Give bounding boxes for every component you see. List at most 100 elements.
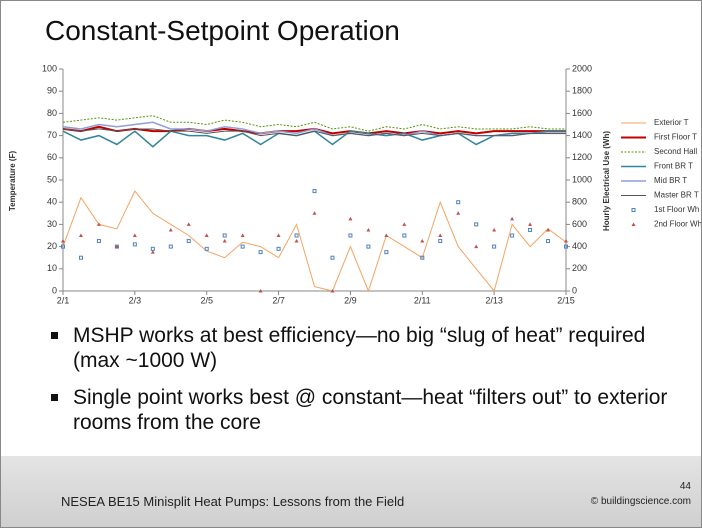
data-point <box>492 244 497 249</box>
data-point <box>420 255 425 260</box>
copyright: © buildingscience.com <box>590 496 691 507</box>
footer-text: NESEA BE15 Minisplit Heat Pumps: Lessons… <box>61 494 405 509</box>
legend-marker <box>631 208 636 212</box>
data-point <box>78 233 83 237</box>
data-point <box>61 244 65 249</box>
data-point <box>222 233 227 238</box>
series-line <box>62 190 567 293</box>
bullet: MSHP works at best efficiency—no big “sl… <box>49 323 679 373</box>
data-point <box>456 200 461 205</box>
data-point <box>420 239 425 243</box>
data-point <box>186 239 191 244</box>
data-point <box>312 211 317 215</box>
data-point <box>330 289 335 293</box>
legend-label: Mid BR T <box>654 176 687 185</box>
data-point <box>528 227 533 232</box>
y2-tick-label: 2000 <box>572 63 592 73</box>
x-tick-label: 2/9 <box>344 295 357 305</box>
data-point <box>294 239 299 243</box>
y2-tick-label: 1600 <box>572 108 592 118</box>
data-point <box>546 239 551 244</box>
data-point <box>150 246 155 251</box>
data-point <box>132 242 137 247</box>
data-point <box>330 255 335 260</box>
x-tick-label: 2/7 <box>272 295 285 305</box>
x-tick-label: 2/3 <box>129 295 142 305</box>
y-tick-label: 50 <box>47 174 57 184</box>
data-point <box>510 216 515 221</box>
x-tick-label: 2/11 <box>414 295 431 305</box>
x-tick-label: 2/1 <box>57 295 70 305</box>
bullet: Single point works best @ constant—heat … <box>49 385 679 435</box>
y2-tick-label: 1200 <box>572 152 592 162</box>
y-tick-label: 30 <box>47 219 57 229</box>
data-point <box>384 250 389 255</box>
legend-label: Master BR T <box>654 191 699 200</box>
data-point <box>114 244 119 249</box>
data-point <box>474 244 479 249</box>
data-point <box>204 246 209 251</box>
y-tick-label: 40 <box>47 197 57 207</box>
y2-tick-label: 1800 <box>572 86 592 96</box>
data-point <box>348 216 353 221</box>
legend-marker <box>631 222 636 226</box>
data-point <box>96 222 101 226</box>
data-point <box>222 239 227 243</box>
y2-tick-label: 1000 <box>572 174 592 184</box>
y-tick-label: 20 <box>47 241 57 251</box>
data-point <box>240 244 245 249</box>
data-point <box>168 244 173 249</box>
y-tick-label: 70 <box>47 130 57 140</box>
data-point <box>258 250 263 255</box>
y2-tick-label: 400 <box>572 241 587 251</box>
series-line <box>62 125 566 135</box>
page-number: 44 <box>679 481 691 492</box>
data-point <box>96 239 101 244</box>
legend-label: 2nd Floor Wh <box>654 220 701 229</box>
data-point <box>402 233 407 238</box>
data-point <box>276 233 281 237</box>
legend-label: 1st Floor Wh <box>654 205 699 214</box>
data-point <box>294 233 299 238</box>
data-point <box>474 222 479 227</box>
series-line <box>62 115 566 132</box>
y2-tick-label: 0 <box>572 285 577 295</box>
y-tick-label: 10 <box>47 263 57 273</box>
slide-title: Constant-Setpoint Operation <box>45 15 400 46</box>
series-line <box>62 130 566 148</box>
data-point <box>384 233 389 237</box>
data-point <box>492 227 497 232</box>
legend-label: Front BR T <box>654 162 693 171</box>
legend-label: First Floor T <box>654 133 697 142</box>
footer: NESEA BE15 Minisplit Heat Pumps: Lessons… <box>1 456 701 527</box>
y2-tick-label: 200 <box>572 263 587 273</box>
data-point <box>546 227 551 232</box>
data-point <box>528 222 533 226</box>
data-point <box>240 233 245 237</box>
data-point <box>204 233 209 237</box>
data-point <box>438 233 443 237</box>
data-point <box>150 250 155 254</box>
data-point <box>564 239 568 243</box>
x-tick-label: 2/5 <box>200 295 213 305</box>
y-tick-label: 80 <box>47 108 57 118</box>
chart: Temperature (F) Hourly Electrical Use (W… <box>8 63 701 305</box>
data-point <box>168 227 173 232</box>
y2-tick-label: 600 <box>572 219 587 229</box>
data-point <box>258 289 263 293</box>
series-line <box>62 128 566 137</box>
data-point <box>366 244 371 249</box>
legend-label: Second Hall <box>654 147 697 156</box>
y2-tick-label: 800 <box>572 197 587 207</box>
legend-label: Exterior T <box>654 118 689 127</box>
y-axis-label: Temperature (F) <box>8 151 17 212</box>
data-point <box>564 244 568 249</box>
y-tick-label: 100 <box>42 63 57 73</box>
data-point <box>510 233 515 238</box>
y-tick-label: 90 <box>47 86 57 96</box>
data-point <box>348 233 353 238</box>
x-tick-label: 2/13 <box>485 295 503 305</box>
data-point <box>402 222 407 226</box>
data-point <box>366 227 371 232</box>
